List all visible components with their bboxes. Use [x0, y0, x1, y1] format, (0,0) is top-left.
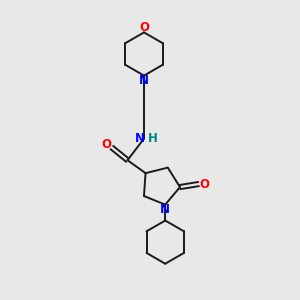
- Text: O: O: [200, 178, 210, 190]
- Text: N: N: [139, 74, 149, 87]
- Text: N: N: [135, 132, 145, 145]
- Text: O: O: [139, 21, 149, 34]
- Text: N: N: [160, 203, 170, 216]
- Text: H: H: [148, 132, 158, 145]
- Text: O: O: [102, 137, 112, 151]
